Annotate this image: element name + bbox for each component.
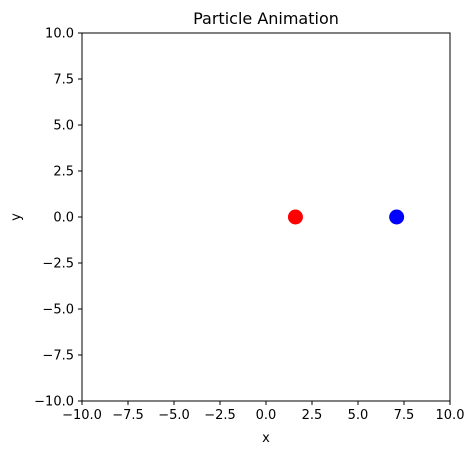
x-tick-label: −5.0	[158, 408, 190, 423]
x-tick-label: 0.0	[256, 408, 277, 423]
y-tick-label: −2.5	[42, 257, 74, 272]
particle-point	[389, 209, 405, 225]
x-axis-label: x	[262, 431, 270, 446]
y-tick-label: 7.5	[53, 73, 74, 88]
x-tick-label: 2.5	[302, 408, 323, 423]
y-tick-label: −5.0	[42, 303, 74, 318]
particles	[287, 209, 405, 225]
x-tick-label: −10.0	[62, 408, 102, 423]
y-tick-label: 2.5	[53, 165, 74, 180]
x-tick-label: −2.5	[204, 408, 236, 423]
y-tick-label: −7.5	[42, 349, 74, 364]
y-tick-label: 10.0	[45, 27, 74, 42]
x-tick-label: 5.0	[348, 408, 369, 423]
y-axis-label: y	[9, 213, 24, 221]
particle-point	[287, 209, 303, 225]
x-tick-label: 7.5	[394, 408, 415, 423]
y-tick-label: 5.0	[53, 119, 74, 134]
x-tick-label: −7.5	[112, 408, 144, 423]
chart-title: Particle Animation	[193, 9, 339, 28]
x-tick-label: 10.0	[436, 408, 465, 423]
plot-area-frame	[81, 32, 451, 402]
y-tick-label: −10.0	[34, 395, 74, 410]
axis-ticks: −10.0 −7.5 −5.0 −2.5 0.0 2.5 5.0 7.5 10.0 −10.0 −7…	[34, 27, 464, 424]
y-tick-label: 0.0	[53, 211, 74, 226]
